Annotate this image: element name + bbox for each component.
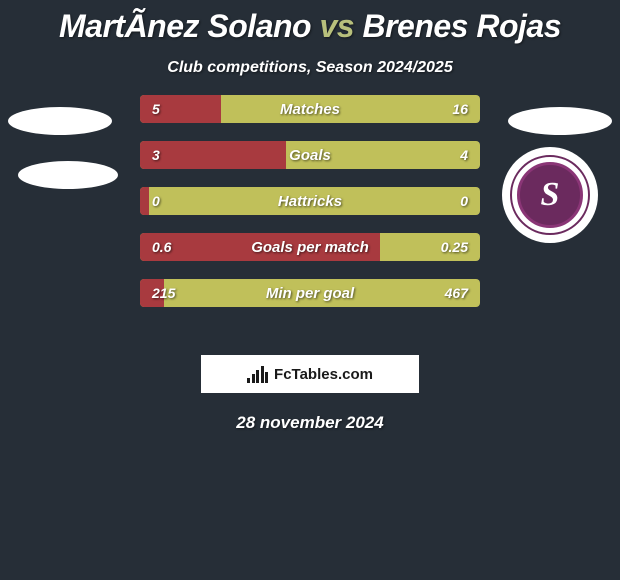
club-logo-letter: S xyxy=(541,176,560,214)
player1-name: MartÃ­nez Solano xyxy=(59,8,311,44)
player2-badge-placeholder-1 xyxy=(508,107,612,135)
stat-label: Matches xyxy=(140,95,480,123)
club-logo-inner: S xyxy=(517,162,583,228)
fctables-icon xyxy=(247,365,268,383)
footer-brand-box[interactable]: FcTables.com xyxy=(201,355,419,393)
subtitle: Club competitions, Season 2024/2025 xyxy=(0,59,620,77)
stat-bar: 5Matches16 xyxy=(140,95,480,123)
stat-value-right: 4 xyxy=(448,141,480,169)
stat-bar: 0.6Goals per match0.25 xyxy=(140,233,480,261)
snapshot-date: 28 november 2024 xyxy=(0,413,620,433)
bars-container: 5Matches16 3Goals4 0Hattricks0 0.6Goals per… xyxy=(140,95,480,325)
player1-badge-placeholder-1 xyxy=(8,107,112,135)
player2-club-logo: S xyxy=(502,147,598,243)
stat-bar: 3Goals4 xyxy=(140,141,480,169)
chart-area: S 5Matches163Goals40Hattricks00.6Goals p… xyxy=(0,113,620,343)
stat-label: Goals xyxy=(140,141,480,169)
player1-badge-placeholder-2 xyxy=(18,161,118,189)
stat-value-right: 0.25 xyxy=(429,233,480,261)
footer-brand-text: FcTables.com xyxy=(274,366,373,383)
stat-value-right: 16 xyxy=(440,95,480,123)
stat-bar: 215Min per goal467 xyxy=(140,279,480,307)
stat-label: Hattricks xyxy=(140,187,480,215)
stat-value-right: 0 xyxy=(448,187,480,215)
stat-value-right: 467 xyxy=(433,279,480,307)
player2-name: Brenes Rojas xyxy=(362,8,561,44)
vs-text: vs xyxy=(319,8,354,44)
stat-label: Min per goal xyxy=(140,279,480,307)
stat-bar: 0Hattricks0 xyxy=(140,187,480,215)
comparison-title: MartÃ­nez Solano vs Brenes Rojas xyxy=(0,0,620,45)
